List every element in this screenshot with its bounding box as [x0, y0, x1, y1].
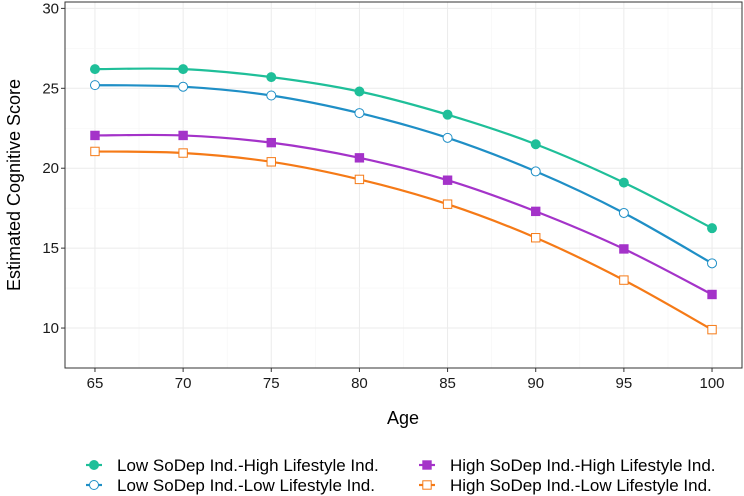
legend-key-marker [422, 460, 432, 470]
y-tick-label: 10 [42, 320, 59, 337]
series-3 [90, 130, 717, 300]
axes-layer: 65 70 75 80 85 90 95 100 10 15 20 25 30 [42, 0, 724, 392]
data-point [707, 258, 718, 269]
data-point [442, 175, 453, 185]
data-point [442, 132, 453, 143]
data-point [90, 146, 100, 157]
x-tick-label: 85 [439, 375, 456, 392]
y-tick-label: 20 [42, 160, 59, 177]
data-point [266, 137, 276, 148]
data-point [89, 80, 100, 91]
data-point [530, 166, 541, 177]
data-point [618, 207, 629, 218]
series-line [94, 67, 713, 230]
legend-label: Low SoDep Ind.-Low Lifestyle Ind. [117, 476, 375, 495]
y-tick-label: 25 [42, 80, 59, 97]
data-point [354, 174, 365, 185]
legend-item: Low SoDep Ind.-High Lifestyle Ind. [86, 456, 379, 475]
y-tick-label: 15 [42, 240, 59, 257]
legend-label: High SoDep Ind.-High Lifestyle Ind. [450, 456, 716, 475]
legend-label: High SoDep Ind.-Low Lifestyle Ind. [450, 476, 712, 495]
data-point [354, 108, 365, 119]
data-point [531, 206, 541, 217]
data-point [442, 109, 453, 120]
data-point [178, 64, 189, 75]
legend: Low SoDep Ind.-High Lifestyle Ind.Low So… [86, 456, 716, 495]
legend-item: Low SoDep Ind.-Low Lifestyle Ind. [86, 476, 375, 495]
series-line [94, 133, 713, 296]
data-point [266, 90, 277, 101]
x-tick-label: 90 [527, 375, 544, 392]
series-2 [89, 80, 718, 269]
x-tick-label: 100 [700, 375, 725, 392]
legend-item: High SoDep Ind.-High Lifestyle Ind. [419, 456, 716, 475]
data-point [178, 148, 188, 158]
data-point [354, 86, 365, 97]
data-point [90, 130, 100, 141]
legend-item: High SoDep Ind.-Low Lifestyle Ind. [419, 476, 712, 495]
data-point [619, 275, 629, 285]
y-axis-title: Estimated Cognitive Score [4, 79, 24, 291]
data-point [530, 139, 541, 150]
x-tick-label: 75 [263, 375, 280, 392]
data-point [707, 289, 717, 300]
data-point [707, 223, 718, 234]
x-axis-title: Age [387, 408, 419, 428]
x-tick-label: 65 [87, 375, 104, 392]
legend-key-marker [422, 480, 432, 490]
data-point [178, 81, 189, 92]
legend-key-marker [89, 460, 99, 470]
data-point [531, 233, 541, 243]
x-tick-label: 70 [175, 375, 192, 392]
plot-panel-border [64, 1, 743, 369]
grid-lines [65, 2, 742, 369]
data-point [619, 244, 629, 254]
data-point [178, 130, 188, 141]
data-point [442, 199, 453, 209]
x-tick-label: 95 [616, 375, 633, 392]
data-point [266, 157, 276, 167]
legend-label: Low SoDep Ind.-High Lifestyle Ind. [117, 456, 379, 475]
series-1 [89, 64, 718, 234]
series-layer [89, 64, 718, 335]
series-4 [90, 146, 717, 335]
data-point [707, 324, 717, 335]
x-tick-label: 80 [351, 375, 368, 392]
data-point [618, 177, 629, 188]
data-point [266, 72, 277, 83]
data-point [354, 153, 365, 163]
data-point [89, 64, 100, 75]
y-tick-label: 30 [42, 0, 59, 17]
legend-key-marker [89, 480, 99, 490]
